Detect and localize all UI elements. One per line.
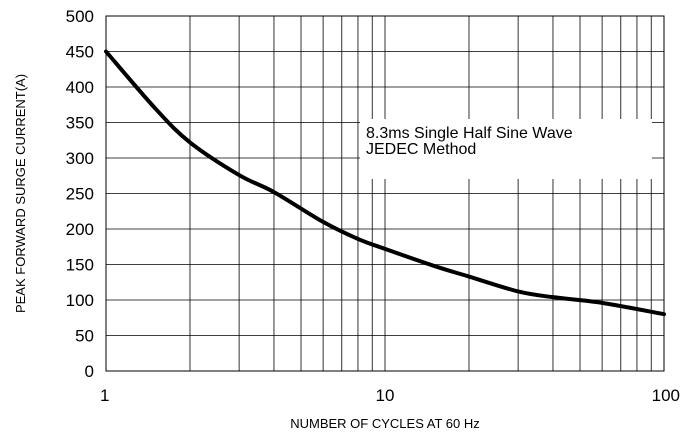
plot-frame [105,15,665,372]
y-tick-label: 150 [66,256,94,275]
series-line-0 [104,49,666,317]
x-axis-title: NUMBER OF CYCLES AT 60 Hz [290,416,480,431]
y-tick-labels: 0 50 100 150 200 250 300 350 400 450 500 [66,7,94,381]
y-tick-label: 400 [66,78,94,97]
x-tick-label: 100 [652,386,680,405]
annotation-line-1: 8.3ms Single Half Sine Wave [366,125,573,142]
y-tick-label: 450 [66,43,94,62]
x-tick-labels: 1 10 100 [100,386,680,405]
y-tick-label: 0 [85,362,94,381]
y-tick-label: 250 [66,185,94,204]
y-tick-label: 350 [66,114,94,133]
y-tick-label: 100 [66,291,94,310]
annotation-box: 8.3ms Single Half Sine Wave JEDEC Method [360,119,652,179]
y-tick-label: 500 [66,7,94,26]
y-axis-title: PEAK FORWARD SURGE CURRENT(A) [13,74,28,313]
grid [106,16,664,371]
annotation-line-2: JEDEC Method [366,141,476,158]
x-tick-label: 1 [100,386,109,405]
series-layer [104,49,666,317]
y-tick-label: 50 [75,327,94,346]
x-tick-label: 10 [376,386,395,405]
y-tick-label: 200 [66,220,94,239]
y-tick-label: 300 [66,149,94,168]
annotation-background [360,119,652,179]
